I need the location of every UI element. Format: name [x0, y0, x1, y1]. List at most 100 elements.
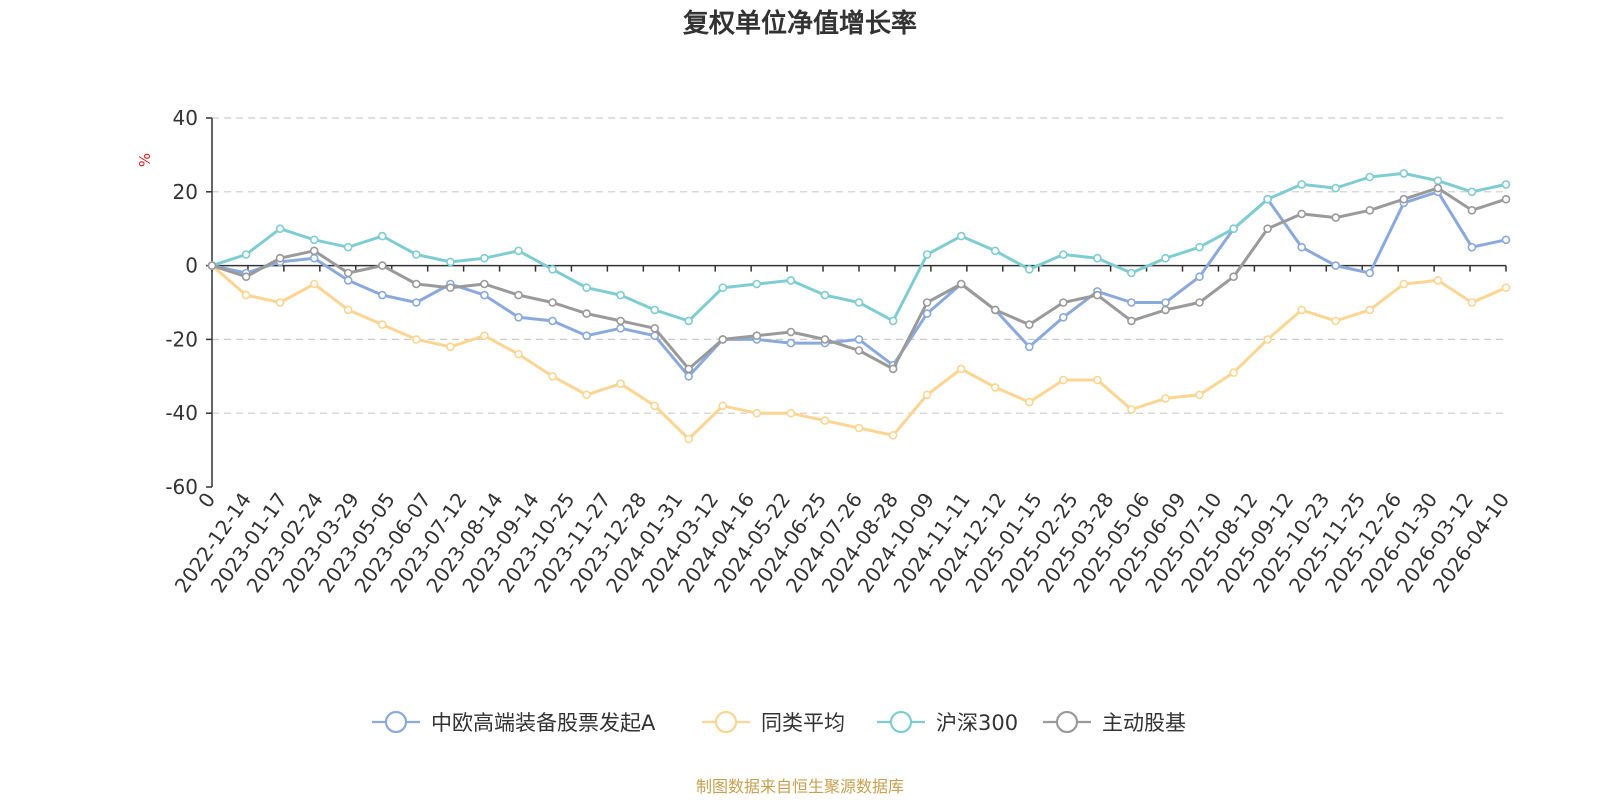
data-point — [309, 253, 319, 263]
data-point — [820, 290, 830, 300]
data-point — [1059, 250, 1068, 259]
data-point — [1059, 375, 1068, 385]
source-note: 制图数据来自恒生聚源数据库 — [696, 777, 904, 796]
data-point — [1195, 272, 1204, 282]
legend[interactable]: 中欧高端装备股票发起A 同类平均 沪深300 主动股基 — [372, 710, 1186, 735]
data-point — [786, 327, 796, 337]
series-3 — [207, 169, 1511, 326]
data-point — [343, 305, 353, 315]
data-point — [514, 312, 523, 322]
y-tick-label: -60 — [165, 475, 198, 499]
data-point — [1161, 298, 1170, 307]
data-point — [956, 279, 966, 289]
data-point — [1127, 298, 1136, 307]
data-point — [684, 371, 694, 381]
data-point — [548, 371, 557, 381]
data-point — [888, 364, 898, 374]
data-point — [1365, 172, 1375, 182]
legend-item[interactable]: 中欧高端装备股票发起A — [372, 710, 656, 735]
data-point — [309, 279, 319, 289]
data-point — [650, 401, 660, 411]
data-point — [446, 283, 455, 293]
data-point — [377, 261, 387, 270]
data-point — [411, 335, 421, 344]
data-point — [343, 242, 353, 252]
axes: 40200-20-40-6002022-12-142023-01-172023-… — [165, 106, 1514, 597]
data-point — [411, 298, 421, 307]
data-point — [514, 349, 523, 359]
data-point — [1025, 264, 1034, 274]
data-point — [1501, 180, 1511, 189]
y-tick-label: -20 — [165, 327, 198, 351]
legend-label: 主动股基 — [1102, 711, 1186, 735]
data-point — [990, 246, 1000, 256]
y-tick-label: 40 — [173, 106, 198, 130]
data-point — [616, 316, 625, 326]
data-point — [922, 250, 932, 259]
data-point — [514, 246, 523, 256]
data-point — [616, 379, 625, 389]
legend-swatch-marker — [714, 710, 738, 734]
data-point — [1297, 305, 1306, 315]
data-point — [684, 316, 694, 326]
legend-item[interactable]: 主动股基 — [1043, 710, 1186, 735]
data-point — [956, 231, 966, 241]
data-point — [241, 250, 251, 259]
data-point — [309, 246, 319, 256]
data-point — [1433, 176, 1443, 185]
data-point — [1263, 194, 1272, 204]
data-point — [480, 331, 489, 341]
data-point — [1059, 298, 1068, 307]
data-point — [684, 434, 694, 444]
y-axis-unit: % — [136, 153, 154, 167]
data-point — [684, 364, 694, 374]
data-point — [1229, 368, 1238, 377]
data-point — [786, 408, 796, 418]
data-point — [718, 283, 728, 293]
data-point — [786, 276, 796, 285]
data-point — [582, 283, 591, 293]
legend-swatch-marker — [384, 710, 408, 734]
data-point — [241, 272, 251, 282]
legend-item[interactable]: 沪深300 — [877, 710, 1018, 735]
data-point — [1365, 268, 1375, 278]
data-point — [1195, 298, 1204, 307]
data-point — [820, 416, 830, 425]
data-point — [854, 298, 864, 307]
data-point — [275, 253, 285, 263]
data-point — [1433, 183, 1443, 193]
data-point — [411, 279, 421, 289]
data-point — [582, 331, 591, 341]
data-point — [1161, 253, 1170, 263]
data-point — [275, 298, 285, 307]
data-point — [1127, 316, 1136, 326]
data-point — [650, 305, 660, 315]
data-point — [1025, 397, 1034, 407]
data-point — [1331, 261, 1340, 270]
data-point — [377, 290, 387, 300]
legend-label: 沪深300 — [936, 711, 1018, 735]
data-point — [786, 338, 796, 348]
data-point — [1331, 213, 1340, 222]
legend-swatch-marker — [1055, 710, 1079, 734]
data-point — [1195, 390, 1204, 400]
data-point — [309, 235, 319, 245]
data-point — [752, 408, 762, 418]
data-point — [854, 423, 864, 433]
chart-title: 复权单位净值增长率 — [683, 8, 917, 39]
data-point — [1331, 316, 1340, 326]
x-tick-label: 0 — [193, 488, 220, 512]
data-point — [922, 390, 932, 400]
legend-label: 中欧高端装备股票发起A — [431, 711, 656, 735]
data-point — [1501, 194, 1511, 204]
data-point — [854, 335, 864, 344]
data-point — [990, 305, 1000, 315]
data-point — [1161, 305, 1170, 315]
data-point — [650, 323, 660, 333]
data-point — [1399, 279, 1409, 289]
data-point — [1195, 242, 1204, 252]
data-point — [1025, 342, 1034, 352]
legend-item[interactable]: 同类平均 — [702, 710, 845, 735]
data-point — [1263, 224, 1272, 233]
